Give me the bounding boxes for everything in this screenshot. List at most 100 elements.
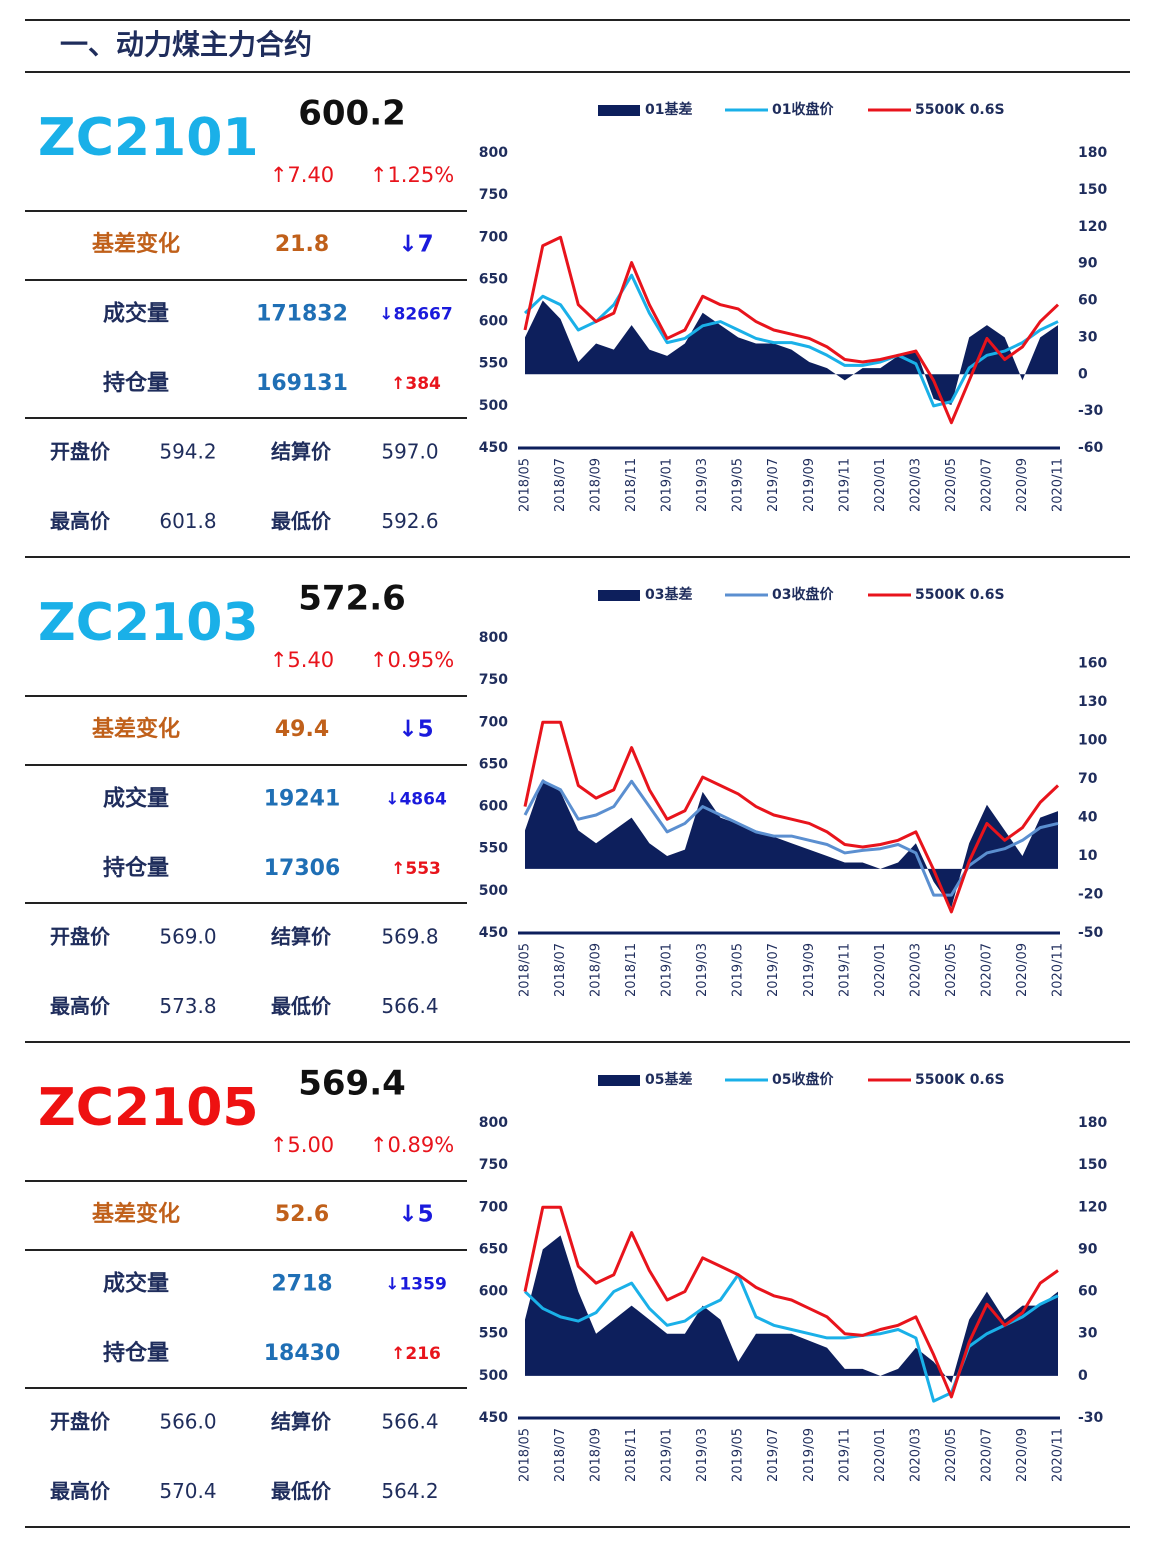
y2-tick-label: 0 [1078, 366, 1088, 382]
y-tick-label: 450 [479, 440, 508, 456]
change: ↑5.40 [270, 648, 334, 672]
price-value: 566.4 [381, 1410, 438, 1434]
x-tick-label: 2020/07 [979, 943, 994, 997]
x-tick-label: 2019/01 [660, 943, 675, 997]
change: ↑5.00 [270, 1133, 334, 1157]
price-label: 结算价 [271, 1410, 332, 1434]
y2-tick-label: 0 [1078, 1368, 1088, 1384]
row-label: 成交量 [103, 1271, 169, 1297]
y2-tick-label: 120 [1078, 219, 1107, 235]
x-tick-label: 2019/07 [766, 458, 781, 512]
legend-label: 03收盘价 [772, 586, 834, 603]
legend-swatch [598, 590, 640, 601]
legend-label: 5500K 0.6S [915, 1072, 1005, 1088]
price-label: 最高价 [50, 994, 111, 1018]
row-value: 2718 [271, 1272, 332, 1297]
legend-swatch [598, 105, 640, 116]
x-tick-label: 2020/05 [944, 943, 959, 997]
legend-label: 03基差 [645, 586, 692, 603]
y2-tick-label: 30 [1078, 329, 1098, 345]
x-tick-label: 2019/03 [695, 1428, 710, 1482]
price-value: 566.4 [381, 994, 438, 1018]
series-line [523, 720, 1060, 914]
x-tick-label: 2018/05 [518, 943, 533, 997]
y-tick-label: 700 [479, 714, 508, 730]
y2-tick-label: 60 [1078, 1284, 1098, 1300]
legend-label: 5500K 0.6S [915, 587, 1005, 603]
price-label: 最高价 [50, 1479, 111, 1503]
price-label: 结算价 [271, 925, 332, 949]
x-tick-label: 2020/05 [944, 1428, 959, 1482]
contract-code: ZC2103 [38, 593, 259, 653]
x-tick-label: 2019/11 [837, 943, 852, 997]
x-tick-label: 2020/11 [1051, 1428, 1066, 1482]
price-value: 564.2 [381, 1479, 438, 1503]
row-label: 持仓量 [103, 855, 169, 881]
x-tick-label: 2020/03 [908, 458, 923, 512]
row-value: 18430 [264, 1341, 341, 1366]
y-tick-label: 500 [479, 398, 508, 414]
price-label: 开盘价 [50, 925, 111, 949]
y2-tick-label: 70 [1078, 771, 1098, 787]
y-tick-label: 600 [479, 1284, 508, 1300]
basis-area [525, 300, 1058, 405]
x-tick-label: 2020/07 [979, 458, 994, 512]
row-delta: ↓5 [398, 1202, 433, 1228]
x-tick-label: 2019/05 [731, 943, 746, 997]
series-line [523, 235, 1060, 425]
basis-area [525, 1235, 1058, 1383]
y-tick-label: 800 [479, 630, 508, 646]
price-value: 597.0 [381, 440, 438, 464]
page-title: 一、动力煤主力合约 [60, 28, 312, 61]
x-tick-label: 2018/11 [624, 943, 639, 997]
row-value: 169131 [256, 371, 348, 396]
x-tick-label: 2020/01 [873, 943, 888, 997]
x-tick-label: 2018/11 [624, 1428, 639, 1482]
price-label: 最低价 [271, 994, 332, 1018]
row-label: 成交量 [103, 301, 169, 327]
y2-tick-label: 150 [1078, 1157, 1107, 1173]
row-label: 持仓量 [103, 370, 169, 396]
x-tick-label: 2018/07 [553, 1428, 568, 1482]
x-tick-label: 2020/01 [873, 1428, 888, 1482]
y-tick-label: 650 [479, 1241, 508, 1257]
y-tick-label: 500 [479, 883, 508, 899]
change-pct: ↑1.25% [370, 163, 454, 187]
y2-tick-label: 100 [1078, 733, 1107, 749]
row-delta: ↓5 [398, 717, 433, 743]
y2-tick-label: 180 [1078, 145, 1107, 161]
price-value: 601.8 [159, 509, 216, 533]
row-value: 49.4 [275, 717, 329, 742]
row-value: 52.6 [275, 1202, 329, 1227]
y2-tick-label: 60 [1078, 293, 1098, 309]
x-tick-label: 2019/07 [766, 943, 781, 997]
y-tick-label: 650 [479, 271, 508, 287]
x-tick-label: 2020/05 [944, 458, 959, 512]
x-tick-label: 2018/05 [518, 1428, 533, 1482]
x-tick-label: 2019/07 [766, 1428, 781, 1482]
x-tick-label: 2020/03 [908, 943, 923, 997]
x-tick-label: 2020/11 [1051, 458, 1066, 512]
contract-code: ZC2105 [38, 1078, 259, 1138]
x-tick-label: 2020/09 [1015, 1428, 1030, 1482]
y-tick-label: 450 [479, 925, 508, 941]
x-tick-label: 2019/03 [695, 458, 710, 512]
price-label: 最低价 [271, 509, 332, 533]
y-tick-label: 500 [479, 1368, 508, 1384]
y2-tick-label: 130 [1078, 694, 1107, 710]
y-tick-label: 800 [479, 1115, 508, 1131]
y2-tick-label: -60 [1078, 440, 1104, 456]
price-value: 594.2 [159, 440, 216, 464]
y2-tick-label: 120 [1078, 1199, 1107, 1215]
y2-tick-label: 180 [1078, 1115, 1107, 1131]
x-tick-label: 2018/07 [553, 943, 568, 997]
row-value: 171832 [256, 302, 348, 327]
price: 600.2 [298, 94, 406, 134]
change-pct: ↑0.95% [370, 648, 454, 672]
x-tick-label: 2019/03 [695, 943, 710, 997]
y-tick-label: 700 [479, 229, 508, 245]
y2-tick-label: 160 [1078, 656, 1107, 672]
row-delta: ↓4864 [385, 790, 447, 810]
y-tick-label: 750 [479, 1157, 508, 1173]
